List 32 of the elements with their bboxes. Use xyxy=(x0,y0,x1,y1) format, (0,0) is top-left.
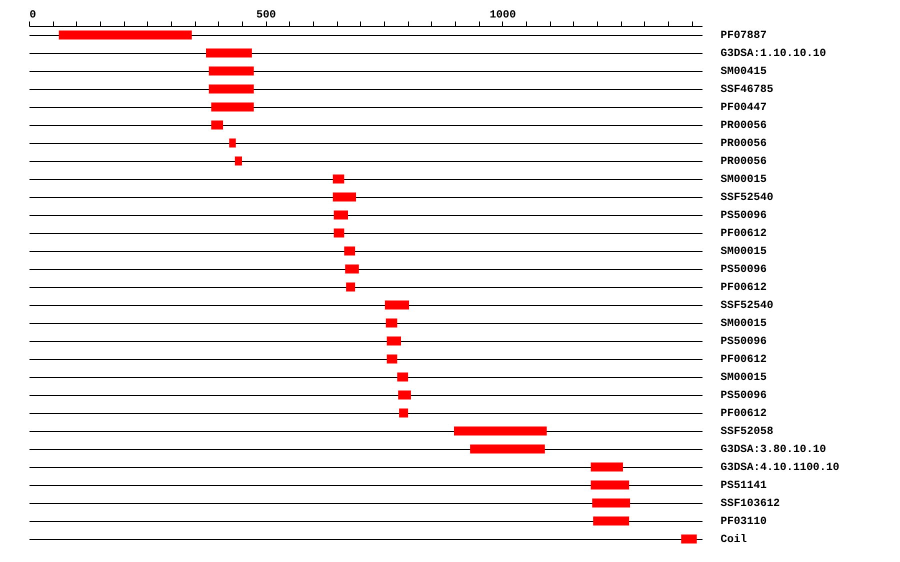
y-tick-label: SM00415 xyxy=(720,66,768,78)
y-tick-label: PR00056 xyxy=(720,138,767,150)
y-tick-label: PF00612 xyxy=(720,408,767,420)
y-tick-label: Coil xyxy=(720,534,748,546)
y-tick-label: PF00612 xyxy=(720,282,767,294)
y-tick-label: PF00447 xyxy=(720,102,767,114)
y-tick-label: SM00015 xyxy=(720,246,768,258)
y-tick-label: PF00612 xyxy=(720,354,767,366)
y-tick-label: SSF46785 xyxy=(720,84,774,96)
x-tick-label: 1000 xyxy=(490,10,516,22)
y-tick-label: PR00056 xyxy=(720,120,767,132)
y-tick-label: SSF52540 xyxy=(720,300,774,312)
y-tick-label: PF07887 xyxy=(720,30,767,42)
y-tick-label: PS50096 xyxy=(720,210,767,222)
y-tick-label: PS50096 xyxy=(720,264,767,276)
y-tick-label: SSF52058 xyxy=(720,426,774,438)
y-tick-label: SM00015 xyxy=(720,174,768,186)
y-tick-label: PS50096 xyxy=(720,336,767,348)
y-tick-label: PR00056 xyxy=(720,156,767,168)
y-tick-label: SM00015 xyxy=(720,372,768,384)
y-tick-label: PS51141 xyxy=(720,480,768,492)
y-tick-label: PF00612 xyxy=(720,228,767,240)
y-tick-label: G3DSA:1.10.10.10 xyxy=(720,48,826,60)
x-tick-label: 500 xyxy=(256,10,276,22)
x-tick-label: 0 xyxy=(30,10,36,22)
y-tick-label: SSF103612 xyxy=(720,498,780,510)
y-tick-label: PS50096 xyxy=(720,390,767,402)
y-tick-label: PF03110 xyxy=(720,516,767,528)
y-tick-label: G3DSA:3.80.10.10 xyxy=(720,444,826,456)
y-tick-label: SM00015 xyxy=(720,318,768,330)
y-tick-label: SSF52540 xyxy=(720,192,774,204)
y-tick-label: G3DSA:4.10.1100.10 xyxy=(720,462,840,474)
